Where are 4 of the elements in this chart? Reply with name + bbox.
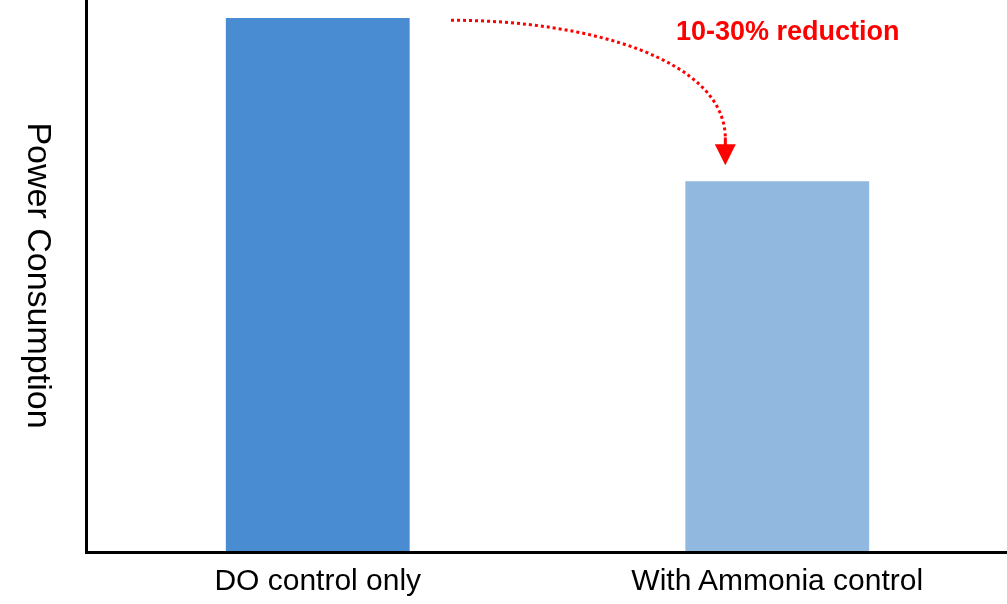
x-tick-label: With Ammonia control <box>631 563 924 596</box>
annotation: 10-30% reduction <box>676 16 900 46</box>
x-tick-label: DO control only <box>214 563 422 596</box>
y-axis-title: Power Consumption <box>20 122 59 429</box>
